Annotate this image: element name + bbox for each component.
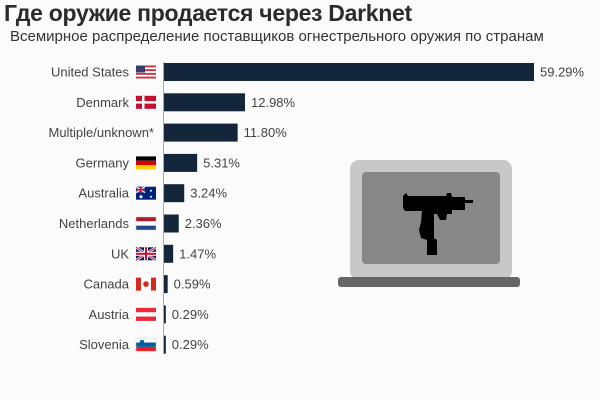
category-label: United States <box>51 65 130 80</box>
bar <box>164 244 174 263</box>
bar <box>164 153 198 172</box>
chart-subtitle: Всемирное распределение поставщиков огне… <box>10 28 544 45</box>
value-label: 59.29% <box>540 65 585 80</box>
bar-row: Slovenia 0.29% <box>79 335 209 354</box>
value-label: 3.24% <box>190 186 227 201</box>
bar <box>164 63 534 81</box>
category-label: Multiple/unknown* <box>48 125 154 140</box>
bar <box>164 184 185 203</box>
bar-row: UK 1.47% <box>111 244 216 263</box>
category-label: Australia <box>78 186 129 201</box>
category-label: Netherlands <box>59 216 130 231</box>
value-label: 0.29% <box>172 337 209 352</box>
australia-flag-icon <box>135 186 156 200</box>
bar <box>164 335 166 354</box>
bar-row: Canada 0.59% <box>83 275 211 294</box>
slovenia-flag-icon <box>135 337 157 352</box>
uk-flag-icon <box>135 246 157 262</box>
bar-row: Denmark 12.98% <box>76 93 296 112</box>
laptop-with-submachine-gun-icon <box>338 160 520 287</box>
value-label: 0.29% <box>172 307 209 322</box>
value-label: 0.59% <box>174 277 211 292</box>
netherlands-flag-icon <box>135 216 157 231</box>
germany-flag-icon <box>136 156 156 170</box>
bar <box>164 305 166 324</box>
category-label: Denmark <box>76 95 129 110</box>
bar-row: Austria 0.29% <box>89 305 209 324</box>
austria-flag-icon <box>136 307 156 321</box>
category-label: Canada <box>83 277 129 292</box>
category-label: UK <box>111 246 129 261</box>
canada-flag-icon <box>136 277 156 291</box>
category-label: Slovenia <box>79 337 130 352</box>
bar <box>164 214 179 233</box>
bar <box>164 93 246 112</box>
chart-title: Где оружие продается через Darknet <box>4 0 412 26</box>
value-label: 5.31% <box>203 155 240 170</box>
denmark-flag-icon <box>136 95 156 109</box>
bar-row: Germany 5.31% <box>76 153 240 172</box>
category-label: Austria <box>89 307 130 322</box>
value-label: 2.36% <box>185 216 222 231</box>
bar-row: Australia 3.24% <box>78 184 228 203</box>
bar <box>164 275 168 294</box>
us-flag-icon <box>136 65 156 79</box>
value-label: 12.98% <box>251 95 296 110</box>
bar-row: Multiple/unknown* 11.80% <box>48 123 288 142</box>
bar-row: Netherlands 2.36% <box>59 214 222 233</box>
bar <box>164 123 238 142</box>
category-label: Germany <box>76 155 130 170</box>
bar-row: United States 59.29% <box>51 63 585 81</box>
value-label: 1.47% <box>179 246 216 261</box>
value-label: 11.80% <box>244 125 288 140</box>
